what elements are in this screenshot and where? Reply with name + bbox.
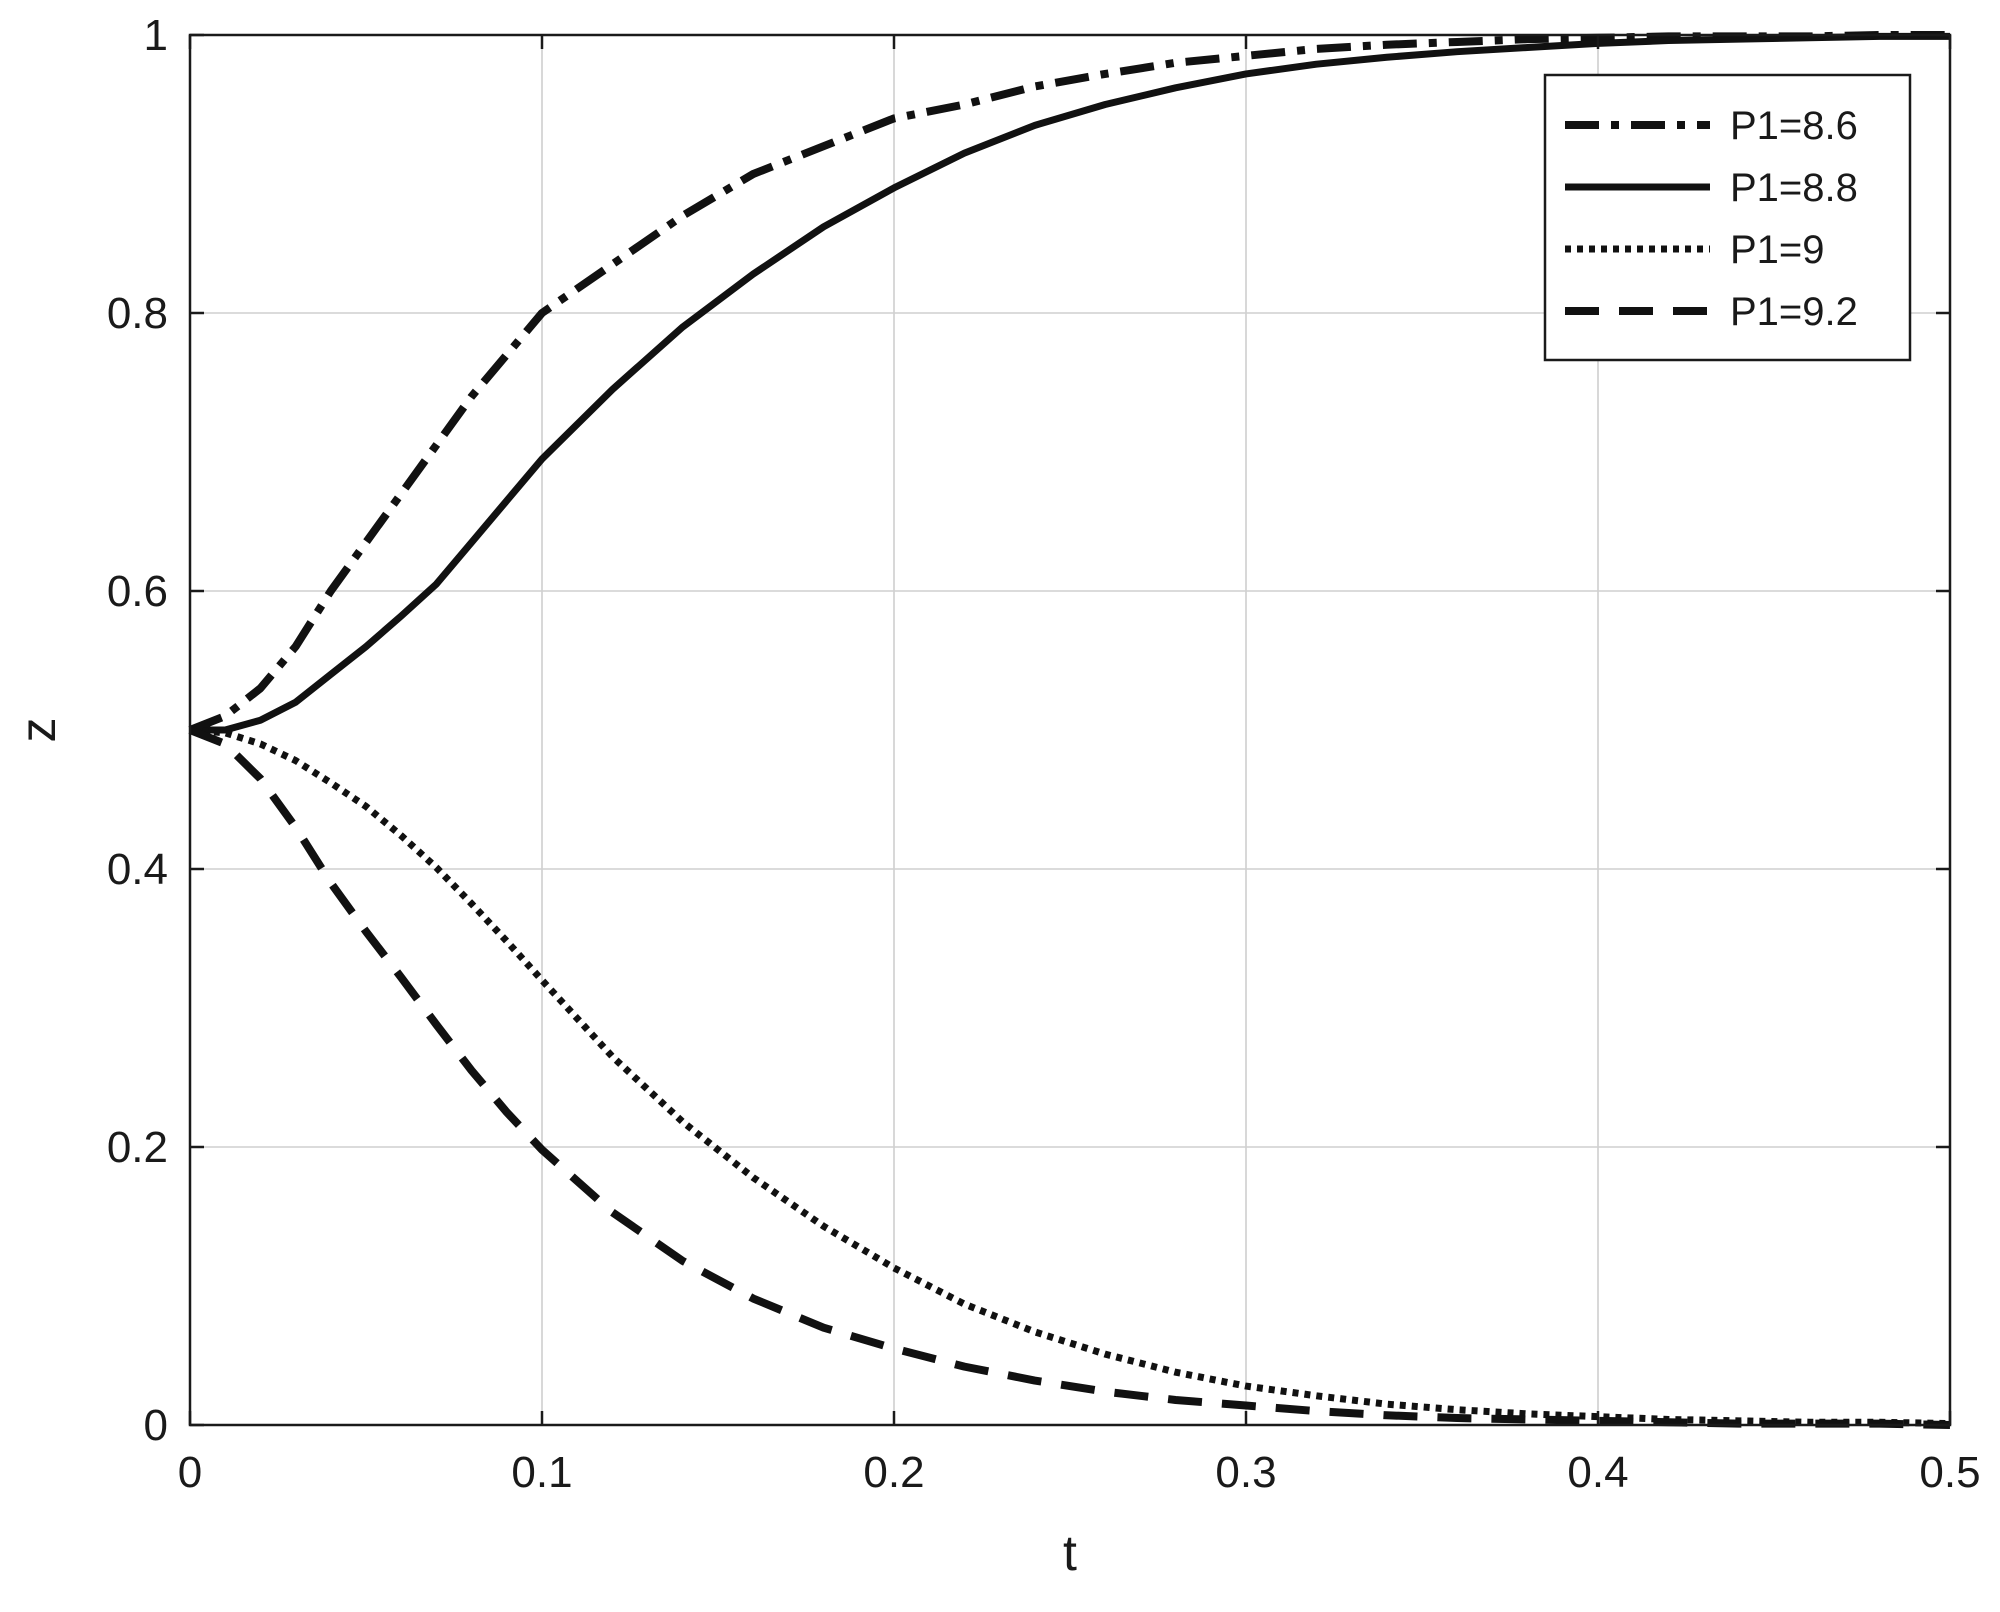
axis-ticks [188, 33, 1952, 1427]
legend-label: P1=9 [1730, 228, 1825, 272]
y-tick-labels: 0 0.2 0.4 0.6 0.8 1 [107, 11, 168, 1450]
x-tick-label: 0.1 [511, 1448, 572, 1497]
plot-frame [188, 33, 1952, 1427]
y-tick-label: 0.8 [107, 289, 168, 338]
y-tick-label: 0.6 [107, 567, 168, 616]
x-tick-label: 0.3 [1215, 1448, 1276, 1497]
x-tick-label: 0.4 [1567, 1448, 1628, 1497]
legend-box [1543, 73, 1912, 362]
y-tick-label: 0.2 [107, 1123, 168, 1172]
y-tick-label: 0.4 [107, 845, 168, 894]
x-axis-title: t [1063, 1525, 1077, 1581]
x-tick-label: 0.2 [863, 1448, 924, 1497]
x-tick-labels: 0 0.1 0.2 0.3 0.4 0.5 [178, 1448, 1981, 1497]
x-tick-label: 0 [178, 1448, 202, 1497]
y-tick-label: 0 [144, 1401, 168, 1450]
y-tick-label: 1 [144, 11, 168, 60]
series-line-4 [188, 726, 1951, 1429]
legend-label: P1=8.8 [1730, 166, 1858, 210]
legend-label: P1=8.6 [1730, 104, 1858, 148]
legend: P1=8.6 P1=8.8 P1=9 P1=9.2 [1543, 73, 1912, 362]
legend-label: P1=9.2 [1730, 290, 1858, 334]
y-axis-title: z [10, 718, 66, 743]
series-line-3 [189, 726, 1951, 1428]
x-tick-label: 0.5 [1919, 1448, 1980, 1497]
